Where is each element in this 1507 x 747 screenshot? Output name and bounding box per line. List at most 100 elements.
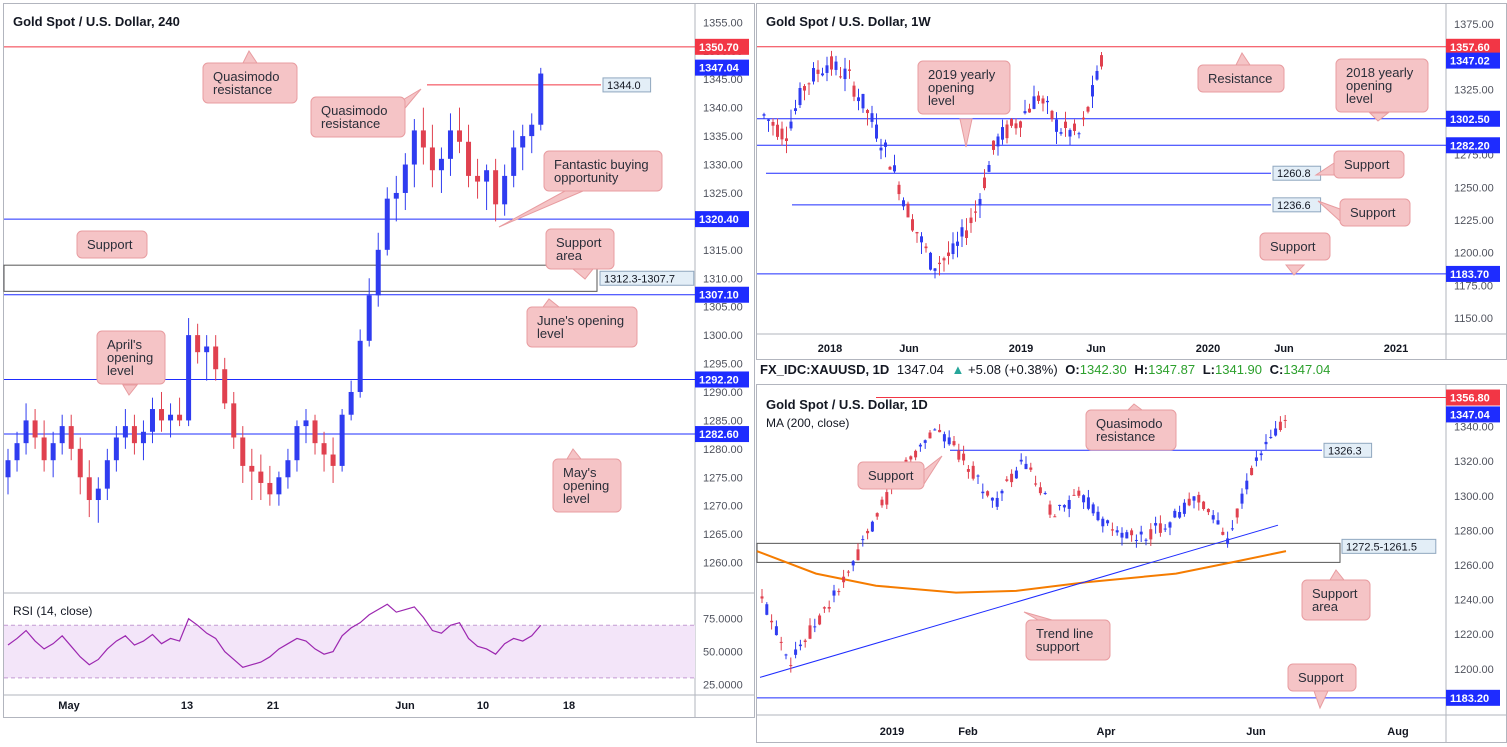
candle-body bbox=[493, 170, 499, 205]
candle-body bbox=[834, 61, 838, 70]
x-tick-label: Apr bbox=[1097, 726, 1117, 738]
candle-body bbox=[41, 437, 47, 461]
w1-price-tag-bg bbox=[1446, 137, 1500, 154]
candle-body bbox=[1101, 518, 1105, 527]
d1-chart[interactable]: Gold Spot / U.S. Dollar, 1D MA (200, clo… bbox=[756, 384, 1507, 744]
low-label: L: bbox=[1202, 362, 1215, 377]
candle-body bbox=[484, 170, 490, 182]
candle-body bbox=[1046, 100, 1049, 103]
candle-body bbox=[803, 86, 806, 91]
x-tick-label: 2020 bbox=[1196, 343, 1220, 355]
candle-body bbox=[511, 147, 517, 176]
candle-body bbox=[947, 252, 950, 256]
candle-body bbox=[911, 219, 914, 231]
level-tag: 1260.8 bbox=[1277, 168, 1311, 180]
y-tick-label: 1280.00 bbox=[703, 444, 743, 456]
callout-resistance-w1-text: Resistance bbox=[1208, 71, 1272, 86]
candle-body bbox=[857, 97, 860, 102]
candle-body bbox=[971, 465, 975, 479]
y-tick-label: 1260.00 bbox=[703, 558, 743, 570]
w1-chart[interactable]: Gold Spot / U.S. Dollar, 1W 1375.001350.… bbox=[756, 3, 1507, 360]
h4-price-tag-bg bbox=[695, 426, 749, 443]
change-arrow-icon: ▲ bbox=[951, 362, 965, 377]
y-tick-label: 1150.00 bbox=[1454, 313, 1493, 325]
x-tick-label: 2019 bbox=[1009, 343, 1033, 355]
candle-body bbox=[1014, 123, 1018, 129]
candle-body bbox=[339, 414, 345, 466]
candle-body bbox=[776, 124, 779, 137]
candle-body bbox=[812, 68, 815, 82]
candle-body bbox=[1032, 96, 1036, 109]
candle-body bbox=[140, 431, 146, 444]
candle-body bbox=[839, 76, 842, 78]
x-tick-label: Jun bbox=[1274, 343, 1294, 355]
candle-body bbox=[1041, 98, 1045, 104]
support-area-zone bbox=[3, 264, 598, 292]
candle-body bbox=[960, 227, 964, 237]
d1-price-tag-bg bbox=[1446, 406, 1500, 423]
callout-may-open-text: level bbox=[563, 491, 590, 506]
rsi-label: RSI (14, close) bbox=[13, 604, 92, 618]
candle-body bbox=[68, 426, 74, 449]
candle-body bbox=[923, 440, 927, 443]
candle-body bbox=[267, 482, 273, 495]
candle-body bbox=[798, 644, 802, 647]
candle-body bbox=[122, 426, 128, 438]
candle-body bbox=[59, 426, 65, 444]
ma-200-line bbox=[756, 550, 1287, 594]
callout-support-h4-text: Support bbox=[87, 237, 133, 252]
candle-body bbox=[1134, 539, 1138, 541]
candle-body bbox=[1216, 520, 1220, 525]
candle-body bbox=[983, 177, 986, 189]
candle-body bbox=[825, 65, 829, 73]
callout-qm-resistance-1-box bbox=[202, 62, 298, 104]
level-tag: 1312.3-1307.7 bbox=[604, 273, 675, 285]
candle-body bbox=[880, 499, 884, 506]
x-tick-label: 2021 bbox=[1384, 343, 1408, 355]
w1-price-tag-bg bbox=[1446, 52, 1500, 69]
y-tick-label: 1375.00 bbox=[1454, 19, 1494, 31]
callout-april-open-text: April's bbox=[107, 337, 142, 352]
candle-body bbox=[933, 268, 937, 271]
candle-body bbox=[1230, 528, 1234, 530]
candle-body bbox=[843, 68, 847, 80]
callout-april-open-box bbox=[96, 330, 166, 385]
candle-body bbox=[816, 69, 820, 74]
candle-body bbox=[475, 175, 481, 182]
candle-body bbox=[779, 641, 783, 643]
h4-chart[interactable]: Gold Spot / U.S. Dollar, 240 RSI (14, cl… bbox=[3, 3, 755, 719]
candle-body bbox=[794, 108, 797, 111]
candle-body bbox=[1250, 467, 1254, 476]
x-tick-label: Feb bbox=[958, 726, 978, 738]
candle-body bbox=[1037, 95, 1040, 101]
candle-body bbox=[1091, 504, 1095, 514]
candle-body bbox=[1000, 490, 1004, 494]
candle-body bbox=[366, 295, 372, 341]
level-tag-box bbox=[1323, 442, 1373, 458]
candle-body bbox=[312, 420, 318, 444]
candle-body bbox=[1010, 119, 1013, 126]
candle-body bbox=[1139, 531, 1143, 535]
candle-body bbox=[995, 497, 999, 507]
callout-qm-resistance-d1-text: resistance bbox=[1096, 429, 1155, 444]
candle-body bbox=[951, 243, 955, 255]
candle-body bbox=[1067, 499, 1071, 509]
x-tick-label: Jun bbox=[395, 700, 415, 712]
candle-body bbox=[104, 460, 110, 489]
candle-body bbox=[1221, 531, 1225, 535]
candle-body bbox=[856, 549, 860, 561]
callout-support-d1-b-box bbox=[1287, 663, 1357, 692]
candle-body bbox=[1254, 457, 1258, 461]
candle-body bbox=[875, 124, 878, 139]
h4-title: Gold Spot / U.S. Dollar, 240 bbox=[13, 14, 180, 29]
candle-body bbox=[832, 590, 836, 596]
rsi-line bbox=[7, 603, 542, 669]
candle-body bbox=[1082, 495, 1086, 503]
d1-price-tag-bg bbox=[1446, 689, 1500, 706]
y-tick-label: 1325.00 bbox=[1454, 84, 1494, 96]
price-change: +5.08 (+0.38%) bbox=[968, 362, 1058, 377]
callout-qm-resistance-2-text: resistance bbox=[321, 116, 380, 131]
close-value: 1347.04 bbox=[1283, 362, 1331, 377]
w1-price-tag: 1357.60 bbox=[1450, 42, 1490, 54]
callout-qm-resistance-d1-text: Quasimodo bbox=[1096, 416, 1162, 431]
